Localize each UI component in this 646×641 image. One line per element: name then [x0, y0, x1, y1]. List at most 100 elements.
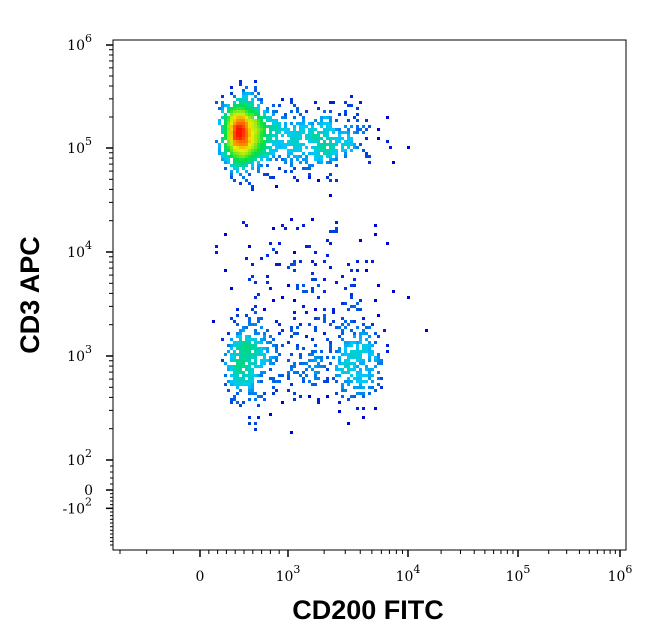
- data-point: [230, 359, 233, 362]
- data-point: [254, 332, 257, 335]
- data-point: [239, 182, 242, 185]
- data-point: [272, 128, 275, 131]
- data-point: [236, 359, 239, 362]
- data-point: [242, 344, 245, 347]
- data-point: [221, 140, 224, 143]
- data-point: [317, 362, 320, 365]
- data-point: [302, 284, 305, 287]
- data-point: [311, 359, 314, 362]
- data-point: [236, 383, 239, 386]
- data-point: [263, 173, 266, 176]
- data-point: [260, 155, 263, 158]
- y-tick-label: 0: [84, 483, 93, 499]
- data-point: [320, 116, 323, 119]
- data-point: [359, 143, 362, 146]
- data-point: [377, 353, 380, 356]
- data-point: [332, 131, 335, 134]
- data-point: [386, 140, 389, 143]
- data-point: [230, 356, 233, 359]
- data-point: [266, 119, 269, 122]
- data-point: [347, 323, 350, 326]
- data-point: [251, 125, 254, 128]
- data-point: [323, 143, 326, 146]
- data-point: [260, 257, 263, 260]
- data-point: [305, 134, 308, 137]
- data-point: [308, 152, 311, 155]
- data-point: [287, 128, 290, 131]
- data-point: [239, 371, 242, 374]
- data-point: [242, 101, 245, 104]
- data-point: [335, 350, 338, 353]
- data-point: [263, 110, 266, 113]
- data-point: [245, 170, 248, 173]
- data-point: [362, 125, 365, 128]
- data-point: [227, 134, 230, 137]
- data-point: [251, 164, 254, 167]
- data-point: [266, 158, 269, 161]
- data-point: [236, 137, 239, 140]
- data-point: [299, 353, 302, 356]
- data-point: [284, 116, 287, 119]
- data-point: [233, 158, 236, 161]
- data-point: [257, 404, 260, 407]
- data-point: [251, 128, 254, 131]
- data-point: [236, 347, 239, 350]
- data-point: [302, 377, 305, 380]
- data-point: [323, 131, 326, 134]
- data-point: [290, 137, 293, 140]
- data-point: [344, 140, 347, 143]
- data-point: [236, 371, 239, 374]
- data-point: [329, 158, 332, 161]
- data-point: [293, 392, 296, 395]
- data-point: [314, 377, 317, 380]
- data-point: [269, 125, 272, 128]
- data-point: [359, 377, 362, 380]
- data-point: [266, 329, 269, 332]
- plot-frame: [112, 39, 627, 551]
- data-point: [317, 131, 320, 134]
- data-point: [260, 149, 263, 152]
- data-point: [248, 143, 251, 146]
- data-point: [272, 248, 275, 251]
- data-point: [332, 152, 335, 155]
- data-point: [236, 401, 239, 404]
- data-point: [272, 125, 275, 128]
- data-point: [359, 368, 362, 371]
- data-point: [290, 161, 293, 164]
- data-point: [254, 341, 257, 344]
- data-point: [260, 134, 263, 137]
- data-point: [239, 344, 242, 347]
- data-point: [251, 158, 254, 161]
- data-point: [269, 359, 272, 362]
- data-point: [227, 380, 230, 383]
- data-point: [242, 119, 245, 122]
- data-point: [335, 128, 338, 131]
- data-point: [230, 110, 233, 113]
- data-point: [317, 158, 320, 161]
- data-point: [353, 143, 356, 146]
- data-point: [233, 155, 236, 158]
- data-point: [380, 377, 383, 380]
- data-point: [278, 140, 281, 143]
- data-point: [293, 134, 296, 137]
- data-point: [368, 344, 371, 347]
- data-point: [236, 377, 239, 380]
- data-point: [365, 365, 368, 368]
- data-point: [251, 383, 254, 386]
- data-point: [245, 350, 248, 353]
- data-point: [314, 317, 317, 320]
- data-point: [356, 125, 359, 128]
- data-point: [245, 143, 248, 146]
- data-point: [329, 362, 332, 365]
- data-point: [317, 365, 320, 368]
- data-point: [266, 155, 269, 158]
- data-point: [239, 164, 242, 167]
- data-point: [236, 155, 239, 158]
- data-point: [362, 407, 365, 410]
- data-point: [293, 131, 296, 134]
- data-point: [281, 134, 284, 137]
- data-point: [323, 332, 326, 335]
- data-point: [230, 401, 233, 404]
- data-point: [245, 86, 248, 89]
- data-point: [347, 104, 350, 107]
